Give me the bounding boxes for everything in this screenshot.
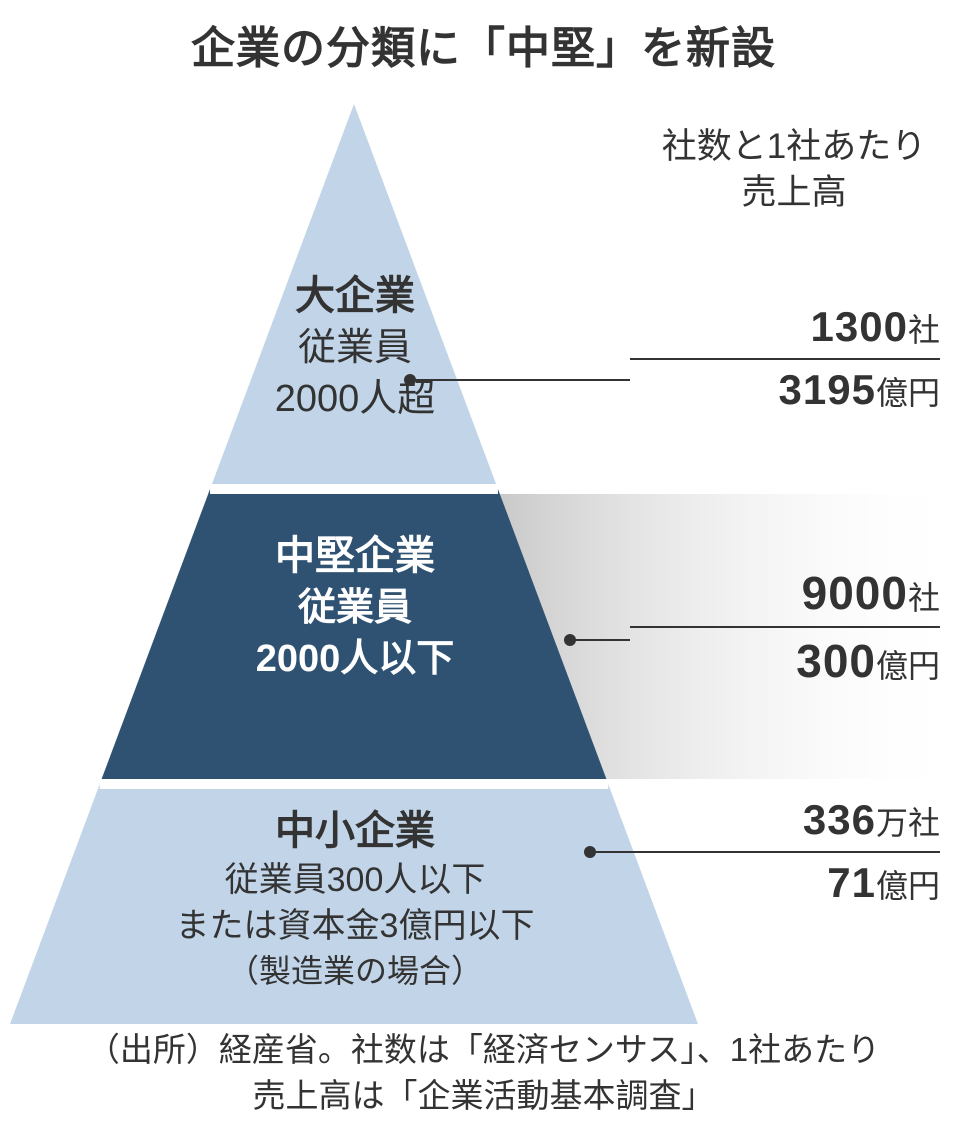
count-unit: 社	[908, 577, 940, 620]
tier-crit2: 2000人以下	[130, 634, 580, 685]
tier-crit3: （製造業の場合）	[75, 950, 635, 993]
rev-num: 300	[796, 630, 876, 692]
rev-unit: 億円	[876, 372, 940, 415]
count-num: 336	[803, 792, 876, 849]
tier-name: 大企業	[150, 269, 560, 323]
tier-crit1: 従業員	[130, 583, 580, 634]
tier-name: 中小企業	[75, 804, 635, 858]
chart-title: 企業の分類に「中堅」を新設	[0, 0, 967, 76]
count-num: 1300	[811, 299, 908, 356]
side-header-l2: 売上高	[741, 173, 846, 212]
count-num: 9000	[802, 562, 908, 624]
count-unit: 社	[908, 309, 940, 352]
tier-metric-2: 336万社71億円	[630, 792, 940, 911]
rev-unit: 億円	[876, 645, 940, 688]
rev-num: 71	[827, 855, 876, 912]
tier-label-2: 中小企業従業員300人以下または資本金3億円以下（製造業の場合）	[75, 804, 635, 993]
tier-label-0: 大企業従業員2000人超	[150, 269, 560, 426]
tier-label-1: 中堅企業従業員2000人以下	[130, 529, 580, 686]
tier-metric-1: 9000社 300億円	[630, 562, 940, 692]
rev-unit: 億円	[876, 865, 940, 908]
count-unit: 万社	[876, 802, 940, 845]
pyramid-chart: 社数と1社あたり 売上高 大企業従業員2000人超1300社3195億円中堅企業…	[0, 84, 967, 1044]
source-l2: 売上高は「企業活動基本調査」	[253, 1077, 715, 1114]
tier-crit2: 2000人超	[150, 374, 560, 425]
tier-crit1: 従業員	[150, 323, 560, 374]
source-note: （出所）経産省。社数は「経済センサス」、1社あたり 売上高は「企業活動基本調査」	[0, 1027, 967, 1119]
rev-num: 3195	[779, 362, 876, 419]
tier-crit2: または資本金3億円以下	[75, 904, 635, 950]
side-header: 社数と1社あたり 売上高	[639, 124, 949, 215]
side-header-l1: 社数と1社あたり	[662, 127, 926, 166]
tier-name: 中堅企業	[130, 529, 580, 583]
source-l1: （出所）経産省。社数は「経済センサス」、1社あたり	[87, 1031, 880, 1068]
tier-metric-0: 1300社 3195億円	[630, 299, 940, 418]
tier-crit1: 従業員300人以下	[75, 858, 635, 904]
